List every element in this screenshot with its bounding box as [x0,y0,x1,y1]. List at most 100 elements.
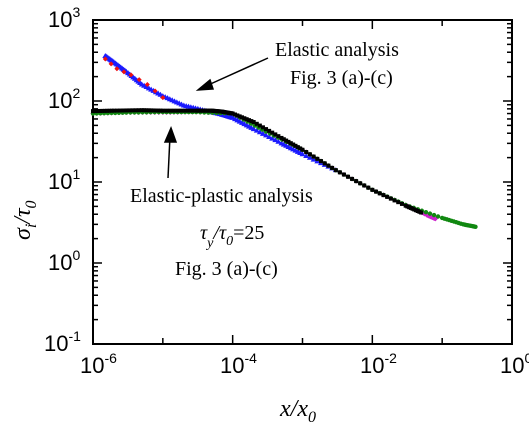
ep-arrow-head [163,125,178,143]
series-0-point-87 [269,135,276,141]
series-1-point-4 [128,72,134,78]
series-4-point-33 [183,108,188,113]
series-4-point-75 [260,125,265,130]
series-1-point-6 [144,81,150,87]
series-3-point-87 [427,211,433,216]
series-4-point-32 [179,108,184,113]
series-0-point-101 [306,154,313,160]
series-4-point-28 [164,108,169,113]
series-0-point-86 [266,134,273,140]
series-4-point-67 [240,115,245,120]
series-4-point-64 [233,112,238,117]
series-4-point-98 [330,165,335,170]
series-4-point-114 [392,198,397,203]
series-4-point-65 [235,113,240,118]
series-4-point-105 [358,181,363,186]
series-4-point-104 [354,179,359,184]
series-4-point-80 [276,134,281,139]
series-4-point-15 [130,108,135,113]
series-4-point-102 [345,174,350,179]
y-tick-label-1: 100 [48,247,80,275]
x-tick-labels: 10-6 10-4 10-2 100 [80,350,529,378]
series-4-point-11 [118,108,123,113]
y-tick-label-1000: 103 [48,4,80,32]
series-4-point-110 [377,191,382,196]
y-tick-label-0.1: 10-1 [44,328,81,356]
series-4-point-126 [419,210,424,215]
series-0-point-85 [263,132,270,138]
series-4-point-90 [300,147,305,152]
series-4-point-68 [242,116,247,121]
series-1-point-7 [152,88,158,94]
series-4-point-18 [139,108,144,113]
series-4-point-86 [291,142,296,147]
series-4-point-92 [307,152,312,157]
series-4-point-111 [381,193,386,198]
series-4-point-9 [112,108,117,113]
series-4-point-1 [93,109,98,114]
series-3-point-86 [423,209,429,215]
series-4-point-116 [399,201,404,206]
y-axis-label: σi/τ0 [10,200,40,240]
series-4-point-93 [311,154,316,159]
series-4-point-108 [370,187,375,192]
series-4-point-71 [249,119,254,124]
series-4-point-4 [100,108,105,113]
annotation-ep-fig: Fig. 3 (a)-(c) [175,258,278,280]
series-4-point-0 [91,109,95,114]
series-4-point-72 [251,120,256,125]
x-tick-label-1: 100 [500,350,529,378]
y-tick-label-100: 102 [48,85,80,113]
series-4-point-66 [237,114,242,119]
series-4-point-97 [326,163,331,168]
series-3-point-88 [431,212,437,218]
series-4-point-21 [146,108,151,113]
series-0-point-84 [259,130,266,136]
series-4-point-79 [273,132,278,137]
series-4-point-103 [350,176,355,181]
series-0-point-99 [299,151,306,157]
series-1-point-0 [102,56,108,62]
series-4-point-63 [230,111,235,116]
series-1-point-1 [108,61,114,67]
series-4-point-23 [151,108,156,113]
elastic-arrow-line [205,57,269,87]
series-4-point-13 [124,108,129,113]
annotation-arrows [163,57,269,179]
series-0-point-82 [253,127,260,133]
series-4-point-16 [133,108,138,113]
series-4-point-20 [144,108,149,113]
series-4-point-88 [295,145,300,150]
series-1-point-8 [160,95,166,101]
ep-arrow-line [167,135,171,179]
series-4-point-89 [298,146,303,151]
series-4-point-31 [175,108,180,113]
series-4-point-113 [388,196,393,201]
axis-ticks [92,19,513,345]
series-4-point-109 [374,189,379,194]
series-0-point-81 [250,126,257,132]
series-4-point-34 [186,108,191,113]
series-3-point-108 [473,224,478,229]
series-3-point-89 [435,214,441,219]
series-4-point-85 [288,141,293,146]
annotation-elastic-title: Elastic analysis [275,39,399,61]
series-4-point-8 [109,108,114,113]
series-4-point-70 [247,118,252,123]
series-4-point-84 [286,139,291,144]
series-4-point-24 [153,108,158,113]
x-tick-label-1e-2: 10-2 [360,350,397,378]
series-4-point-35 [190,108,195,113]
series-4-point-91 [304,150,309,155]
series-4-point-27 [160,108,165,113]
annotation-ep-title: Elastic-plastic analysis [130,185,313,207]
y-tick-label-10: 101 [48,166,80,194]
series-4-point-29 [168,108,173,113]
y-tick-labels: 103 102 101 100 10-1 [44,4,81,356]
series-4-point-17 [136,108,141,113]
series-4-point-77 [267,128,272,133]
series-0-point-83 [256,129,263,135]
series-4-point-14 [127,108,132,113]
series-1-point-2 [114,66,120,72]
series-4-point-115 [396,200,401,205]
